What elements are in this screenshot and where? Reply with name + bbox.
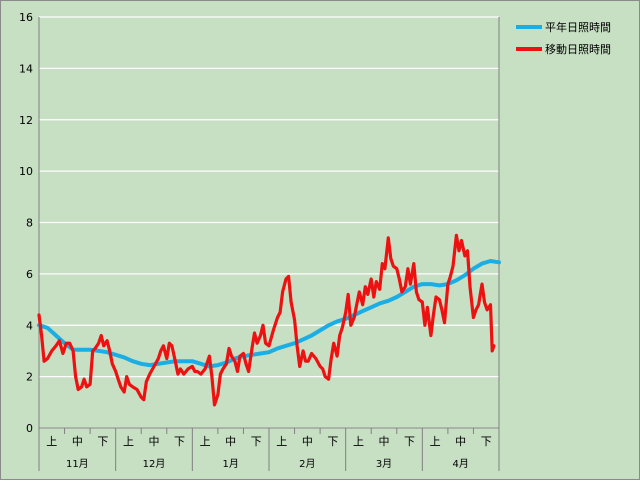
y-tick-label: 4 xyxy=(26,319,33,332)
x-tick-label: 中 xyxy=(225,435,236,448)
legend-label: 移動日照時間 xyxy=(545,42,611,56)
y-tick-label: 10 xyxy=(19,165,33,178)
x-tick-label: 上 xyxy=(200,435,211,448)
y-tick-label: 14 xyxy=(19,62,33,75)
x-tick-label: 中 xyxy=(455,435,466,448)
y-axis-tick-labels: 0 2 4 6 8 10 12 14 16 xyxy=(19,11,33,435)
month-label: 3月 xyxy=(376,458,392,470)
x-tick-label: 下 xyxy=(327,435,338,448)
y-tick-label: 12 xyxy=(19,114,33,127)
series-line xyxy=(37,233,496,407)
month-label: 12月 xyxy=(143,458,166,470)
x-tick-label: 下 xyxy=(481,435,492,448)
x-tick-label: 下 xyxy=(404,435,415,448)
x-tick-label: 中 xyxy=(72,435,83,448)
y-tick-label: 8 xyxy=(26,217,33,230)
y-tick-label: 16 xyxy=(19,11,33,24)
x-tick-label: 上 xyxy=(123,435,134,448)
x-tick-label: 下 xyxy=(174,435,185,448)
series-lines xyxy=(37,233,501,407)
x-tick-label: 中 xyxy=(302,435,313,448)
x-tick-label: 中 xyxy=(149,435,160,448)
x-tick-label: 中 xyxy=(379,435,390,448)
x-tick-label: 上 xyxy=(430,435,441,448)
month-label: 4月 xyxy=(452,458,468,470)
x-tick-label: 下 xyxy=(251,435,262,448)
x-tick-label: 上 xyxy=(276,435,287,448)
y-tick-label: 0 xyxy=(26,422,33,435)
legend-label: 平年日照時間 xyxy=(545,20,611,34)
x-tick-label: 上 xyxy=(353,435,364,448)
month-label: 1月 xyxy=(222,458,238,470)
gridlines xyxy=(38,16,500,471)
month-label: 11月 xyxy=(66,458,89,470)
x-tick-label: 下 xyxy=(97,435,108,448)
x-tick-label: 上 xyxy=(46,435,57,448)
y-tick-label: 6 xyxy=(26,268,33,281)
y-tick-label: 2 xyxy=(26,371,33,384)
x-axis: 上中下11月上中下12月上中下1月上中下2月上中下3月上中下4月 xyxy=(38,427,500,471)
month-label: 2月 xyxy=(299,458,315,470)
series-line xyxy=(37,259,501,369)
